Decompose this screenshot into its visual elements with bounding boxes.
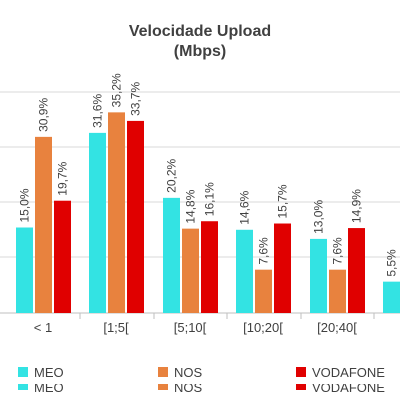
legend-duplicate-swatch-vodafone [296, 384, 306, 390]
bar-meo-6 [383, 281, 400, 313]
data-label-vodafone-5: 14,9% [350, 189, 364, 223]
data-label-nos-4: 7,6% [257, 237, 271, 265]
bar-nos-5 [329, 269, 346, 313]
bar-nos-4 [255, 269, 272, 313]
data-label-meo-4: 14,6% [238, 190, 252, 224]
legend-label-nos: NOS [174, 365, 203, 380]
data-label-meo-3: 20,2% [165, 159, 179, 193]
data-label-vodafone-1: 19,7% [56, 161, 70, 195]
data-label-nos-1: 30,9% [37, 98, 51, 132]
legend-duplicate-label-nos: NOS [174, 384, 203, 393]
data-label-vodafone-2: 33,7% [129, 82, 143, 116]
legend-duplicate-swatch-nos [158, 384, 168, 390]
x-tick-label-4: [10;20[ [243, 320, 283, 335]
x-tick-label-2: [1;5[ [103, 320, 129, 335]
legend-label-meo: MEO [34, 365, 64, 380]
x-tick-label-5: [20;40[ [317, 320, 357, 335]
chart-title-line-1: Velocidade Upload [128, 23, 272, 40]
data-label-nos-5: 7,6% [331, 237, 345, 265]
bar-vodafone-2 [127, 120, 144, 313]
legend-duplicate: MEO NOS VODAFONE [0, 384, 400, 393]
legend-swatch-nos [158, 367, 168, 377]
bar-vodafone-3 [201, 221, 218, 313]
bar-nos-1 [35, 136, 52, 313]
bar-meo-5 [310, 238, 327, 313]
legend-label-vodafone: VODAFONE [312, 365, 385, 380]
bar-vodafone-5 [348, 228, 365, 313]
data-label-vodafone-4: 15,7% [276, 184, 290, 218]
legend-duplicate-label-meo: MEO [34, 384, 64, 393]
data-label-meo-1: 15,0% [18, 188, 32, 222]
legend-duplicate-label-vodafone: VODAFONE [312, 384, 385, 393]
bar-nos-3 [182, 228, 199, 313]
bar-vodafone-4 [274, 223, 291, 313]
x-tick-label-3: [5;10[ [174, 320, 207, 335]
x-tick-label-1: < 1 [34, 320, 52, 335]
data-label-nos-2: 35,2% [110, 73, 124, 107]
data-label-meo-2: 31,6% [91, 94, 105, 128]
bar-nos-2 [108, 112, 125, 313]
bar-meo-3 [163, 197, 180, 313]
legend-duplicate-swatch-meo [18, 384, 28, 390]
data-label-vodafone-3: 16,1% [203, 182, 217, 216]
legend: MEO NOS VODAFONE [0, 365, 400, 381]
bar-meo-2 [89, 132, 106, 313]
legend-swatch-meo [18, 367, 28, 377]
data-label-meo-6: 5,5% [385, 249, 399, 277]
data-label-nos-3: 14,8% [184, 189, 198, 223]
bar-meo-1 [16, 227, 33, 313]
chart-title-line-2: (Mbps) [173, 43, 227, 60]
bar-vodafone-1 [54, 200, 71, 313]
chart-title: Velocidade Upload (Mbps) [0, 22, 400, 62]
data-label-meo-5: 13,0% [312, 200, 326, 234]
bar-meo-4 [236, 229, 253, 313]
legend-swatch-vodafone [296, 367, 306, 377]
